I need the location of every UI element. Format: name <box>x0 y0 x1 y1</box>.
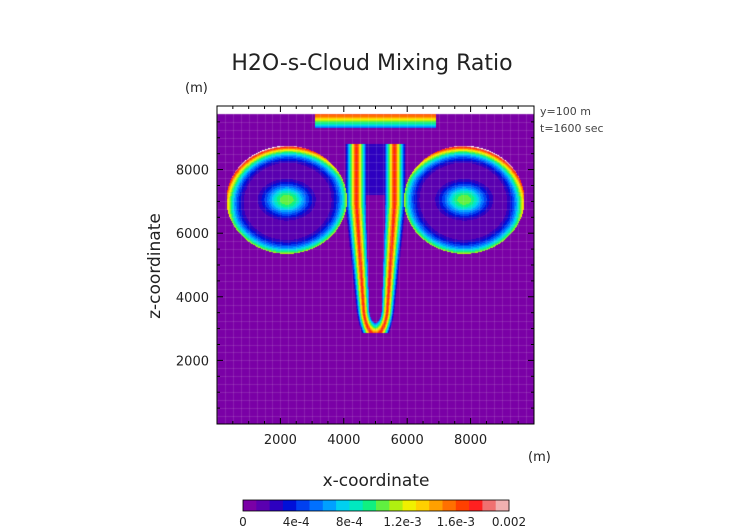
colorbar-tick-label: 1.6e-3 <box>437 515 475 529</box>
colorbar-swatch <box>243 500 257 511</box>
colorbar-swatch <box>256 500 271 511</box>
x-tick-label: 4000 <box>327 433 360 448</box>
y-tick-label: 6000 <box>176 227 209 242</box>
colorbar-swatch <box>282 500 297 511</box>
colorbar-swatch <box>495 500 510 511</box>
colorbar-frame <box>242 499 510 512</box>
heatmap-field <box>217 106 534 424</box>
colorbar-swatch <box>336 500 350 511</box>
colorbar-swatch <box>415 500 430 511</box>
colorbar-swatch <box>349 500 364 511</box>
colorbar-swatch <box>469 500 483 511</box>
y-unit-label: (m) <box>185 81 208 96</box>
colorbar-swatch <box>402 500 417 511</box>
plot-axes: 2000 4000 6000 8000 2000 4000 6000 8000 <box>176 105 535 448</box>
x-tick-label: 2000 <box>264 433 297 448</box>
y-tick-label: 8000 <box>176 164 209 179</box>
x-tick-label: 8000 <box>454 433 487 448</box>
colorbar-swatch <box>362 500 377 511</box>
colorbar-tick-label: 0.002 <box>492 515 526 529</box>
y-axis-label: z-coordinate <box>145 213 165 319</box>
colorbar-swatch <box>309 500 324 511</box>
x-tick-label: 6000 <box>391 433 424 448</box>
colorbar-swatch <box>482 500 497 511</box>
heatmap-image <box>217 106 534 424</box>
y-tick-label: 2000 <box>176 354 209 369</box>
annotation-y: y=100 m <box>540 105 591 118</box>
colorbar-swatch <box>322 500 337 511</box>
y-tick-label: 4000 <box>176 291 209 306</box>
colorbar-swatch <box>376 500 390 511</box>
colorbar-swatch <box>296 500 310 511</box>
colorbar-tick-label: 4e-4 <box>283 515 310 529</box>
x-axis-label: x-coordinate <box>323 471 430 491</box>
colorbar-swatch <box>389 500 404 511</box>
colorbar-swatch <box>455 500 470 511</box>
colorbar-swatch <box>429 500 443 511</box>
colorbar-tick-label: 1.2e-3 <box>383 515 421 529</box>
x-unit-label: (m) <box>528 450 551 465</box>
colorbar-swatch <box>269 500 284 511</box>
colorbar-tick-label: 8e-4 <box>336 515 363 529</box>
colorbar: 0 4e-4 8e-4 1.2e-3 1.6e-3 0.002 <box>239 499 526 529</box>
chart-title: H2O-s-Cloud Mixing Ratio <box>231 51 512 76</box>
colorbar-tick-label: 0 <box>239 515 247 529</box>
annotation-t: t=1600 sec <box>540 122 604 135</box>
colorbar-swatch <box>442 500 457 511</box>
